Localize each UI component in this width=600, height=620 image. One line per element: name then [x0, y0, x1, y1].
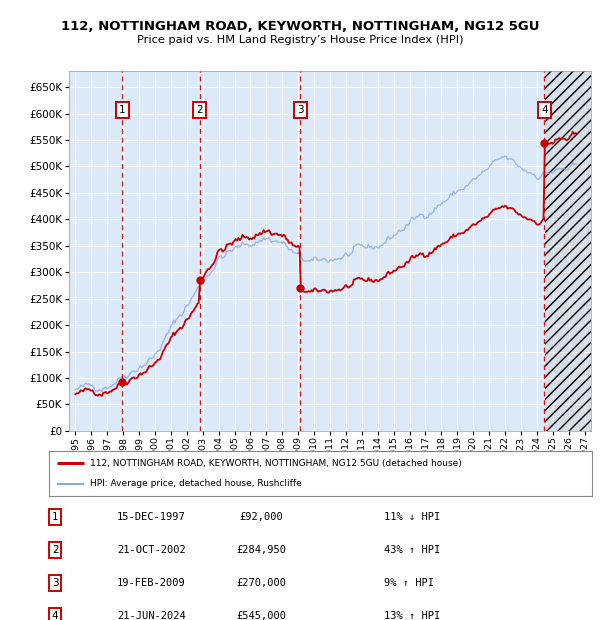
Text: £545,000: £545,000 — [236, 611, 286, 620]
Text: 2: 2 — [52, 545, 59, 556]
Text: 1: 1 — [119, 105, 126, 115]
Text: 21-JUN-2024: 21-JUN-2024 — [117, 611, 186, 620]
Text: 2: 2 — [196, 105, 203, 115]
Text: HPI: Average price, detached house, Rushcliffe: HPI: Average price, detached house, Rush… — [90, 479, 302, 489]
Text: 11% ↓ HPI: 11% ↓ HPI — [384, 512, 440, 523]
Text: 112, NOTTINGHAM ROAD, KEYWORTH, NOTTINGHAM, NG12 5GU (detached house): 112, NOTTINGHAM ROAD, KEYWORTH, NOTTINGH… — [90, 459, 461, 468]
Text: 9% ↑ HPI: 9% ↑ HPI — [384, 578, 434, 588]
Text: £284,950: £284,950 — [236, 545, 286, 556]
Text: £270,000: £270,000 — [236, 578, 286, 588]
Text: 19-FEB-2009: 19-FEB-2009 — [117, 578, 186, 588]
Bar — [545, 71, 591, 431]
Text: 15-DEC-1997: 15-DEC-1997 — [117, 512, 186, 523]
Text: 4: 4 — [52, 611, 59, 620]
Text: 21-OCT-2002: 21-OCT-2002 — [117, 545, 186, 556]
Text: 1: 1 — [52, 512, 59, 523]
Text: 4: 4 — [541, 105, 548, 115]
Text: 13% ↑ HPI: 13% ↑ HPI — [384, 611, 440, 620]
Text: 43% ↑ HPI: 43% ↑ HPI — [384, 545, 440, 556]
Text: 3: 3 — [52, 578, 59, 588]
Text: £92,000: £92,000 — [239, 512, 283, 523]
Text: 3: 3 — [297, 105, 304, 115]
Text: Price paid vs. HM Land Registry’s House Price Index (HPI): Price paid vs. HM Land Registry’s House … — [137, 35, 463, 45]
Text: 112, NOTTINGHAM ROAD, KEYWORTH, NOTTINGHAM, NG12 5GU: 112, NOTTINGHAM ROAD, KEYWORTH, NOTTINGH… — [61, 20, 539, 33]
